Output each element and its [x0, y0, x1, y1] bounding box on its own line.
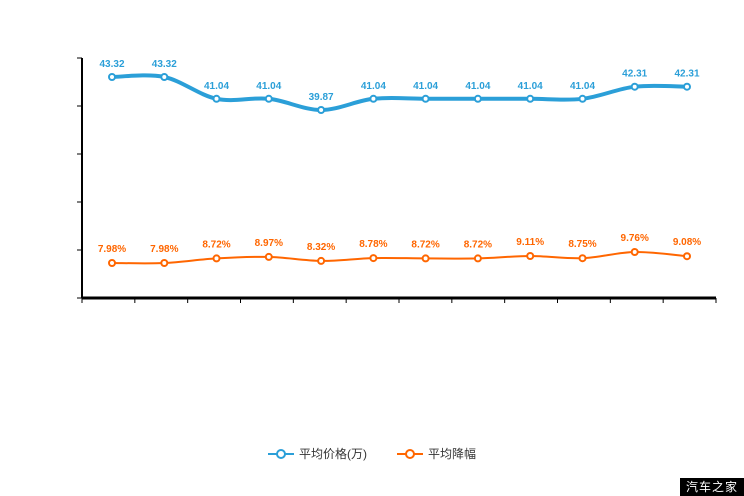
data-point-label: 43.32 — [152, 59, 177, 70]
data-point-label: 9.11% — [516, 237, 544, 248]
data-point-marker — [108, 73, 116, 81]
data-point-marker — [108, 259, 116, 267]
data-point-label: 43.32 — [99, 59, 124, 70]
line-dot-marker-icon — [396, 448, 423, 460]
data-point-label: 8.97% — [255, 238, 283, 249]
data-point-marker — [630, 248, 639, 256]
legend-item-avg-discount[interactable]: 平均降幅 — [396, 445, 476, 462]
data-point-label: 8.72% — [464, 239, 492, 250]
data-point-marker — [317, 256, 326, 265]
data-point-marker — [526, 94, 535, 103]
data-point-marker — [473, 94, 482, 103]
data-point-label: 41.04 — [570, 81, 595, 92]
chart-legend: 平均价格(万) 平均降幅 — [0, 445, 744, 462]
data-point-marker — [369, 94, 378, 103]
data-point-marker — [160, 73, 169, 81]
data-point-label: 42.31 — [622, 69, 647, 80]
data-point-marker — [369, 254, 378, 263]
data-point-label: 42.31 — [674, 69, 699, 80]
data-point-marker — [683, 82, 691, 91]
data-point-marker — [526, 252, 535, 260]
series-line — [111, 250, 688, 265]
data-point-label: 7.98% — [150, 244, 178, 255]
data-point-label: 41.04 — [256, 81, 281, 92]
avg-price-series: 43.32 43.32 41.04 41.04 39.87 41.04 41.04 41.04… — [99, 59, 700, 114]
data-point-label: 41.04 — [204, 81, 229, 92]
data-point-label: 9.76% — [621, 233, 649, 244]
avg-discount-series: 7.98% 7.98% 8.72% 8.97% 8.32% 8.78% 8.72% 8.72%… — [98, 233, 701, 267]
data-point-marker — [578, 254, 587, 263]
data-point-marker — [421, 254, 430, 263]
data-point-marker — [683, 252, 691, 261]
data-point-label: 8.72% — [411, 239, 439, 250]
data-point-label: 39.87 — [309, 92, 334, 103]
legend-item-avg-price[interactable]: 平均价格(万) — [267, 445, 367, 462]
data-point-marker — [160, 259, 169, 267]
data-point-marker — [630, 82, 639, 91]
legend-label-avg-price: 平均价格(万) — [298, 447, 367, 461]
series-line — [110, 73, 689, 112]
data-point-label: 7.98% — [98, 244, 126, 255]
data-point-marker — [212, 94, 221, 103]
data-point-label: 8.32% — [307, 242, 335, 253]
data-point-marker — [264, 252, 273, 261]
line-dot-marker-icon — [267, 448, 294, 460]
axes — [77, 57, 717, 303]
data-point-marker — [578, 94, 587, 103]
data-point-label: 41.04 — [465, 81, 490, 92]
data-point-label: 8.75% — [568, 239, 596, 250]
legend-label-avg-discount: 平均降幅 — [427, 447, 476, 461]
data-point-label: 8.72% — [202, 239, 230, 250]
watermark: 汽车之家 — [679, 478, 744, 496]
data-point-label: 41.04 — [518, 81, 543, 92]
data-point-marker — [264, 94, 273, 103]
data-point-marker — [212, 254, 221, 263]
data-point-marker — [473, 254, 482, 263]
data-point-label: 41.04 — [361, 81, 386, 92]
data-point-label: 8.78% — [359, 239, 387, 250]
data-point-label: 9.08% — [673, 237, 701, 248]
data-point-marker — [421, 94, 430, 103]
data-point-marker — [317, 106, 326, 114]
data-point-label: 41.04 — [413, 81, 438, 92]
